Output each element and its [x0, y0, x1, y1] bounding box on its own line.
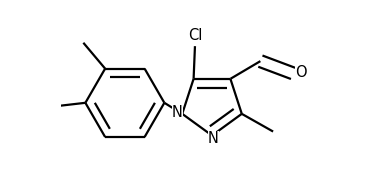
Text: N: N: [172, 105, 183, 120]
Text: O: O: [295, 65, 306, 79]
Text: Cl: Cl: [188, 28, 202, 43]
Text: N: N: [208, 131, 219, 146]
